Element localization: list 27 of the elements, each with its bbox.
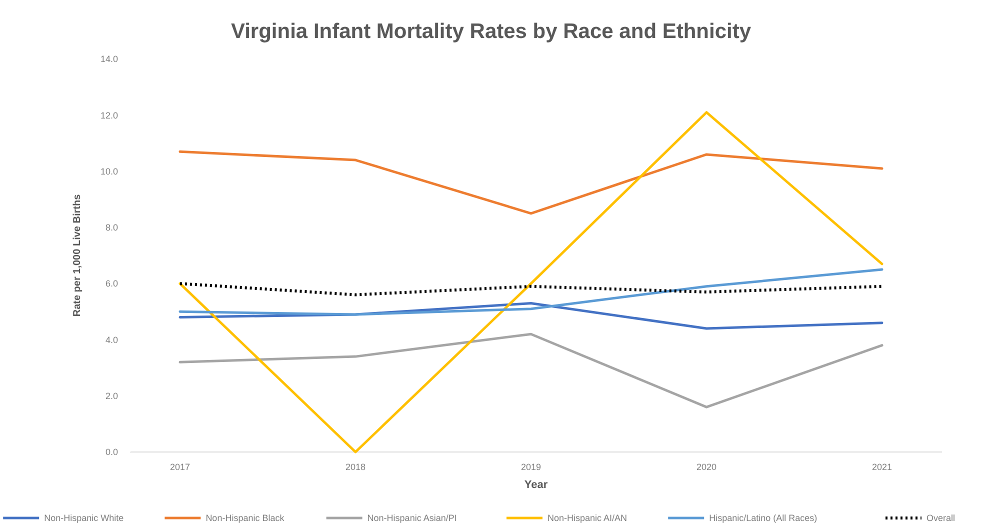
y-tick-label: 6.0	[105, 278, 118, 289]
line-series	[178, 332, 884, 408]
legend-label: Overall	[926, 513, 956, 524]
line-series	[178, 150, 884, 215]
x-tick-label: 2018	[345, 462, 366, 472]
line-series	[178, 268, 884, 316]
y-tick-label: 4.0	[105, 334, 118, 345]
y-tick-label: 2.0	[105, 391, 118, 402]
legend-label: Non-Hispanic White	[44, 513, 124, 524]
legend-label: Non-Hispanic Black	[206, 513, 285, 524]
x-tick-label: 2017	[170, 462, 190, 472]
y-tick-label: 12.0	[100, 110, 118, 120]
y-axis-title: Rate per 1,000 Live Births	[72, 194, 83, 317]
chart-title: Virginia Infant Mortality Rates by Race and Ethnicity	[230, 20, 752, 43]
x-tick-label: 2019	[520, 462, 542, 472]
x-axis-title: Year	[524, 479, 548, 491]
x-tick-label: 2020	[696, 462, 717, 472]
line-series	[178, 111, 884, 454]
legend-label: Hispanic/Latino (All Races)	[709, 513, 818, 524]
y-tick-label: 8.0	[105, 222, 118, 233]
line-series	[178, 282, 884, 296]
y-tick-label: 0.0	[105, 447, 118, 458]
legend-label: Non-Hispanic Asian/PI	[367, 513, 457, 524]
x-tick-label: 2021	[872, 462, 892, 472]
y-tick-label: 14.0	[100, 54, 118, 64]
legend-label: Non-Hispanic AI/AN	[548, 513, 628, 524]
y-tick-label: 10.0	[100, 166, 118, 176]
